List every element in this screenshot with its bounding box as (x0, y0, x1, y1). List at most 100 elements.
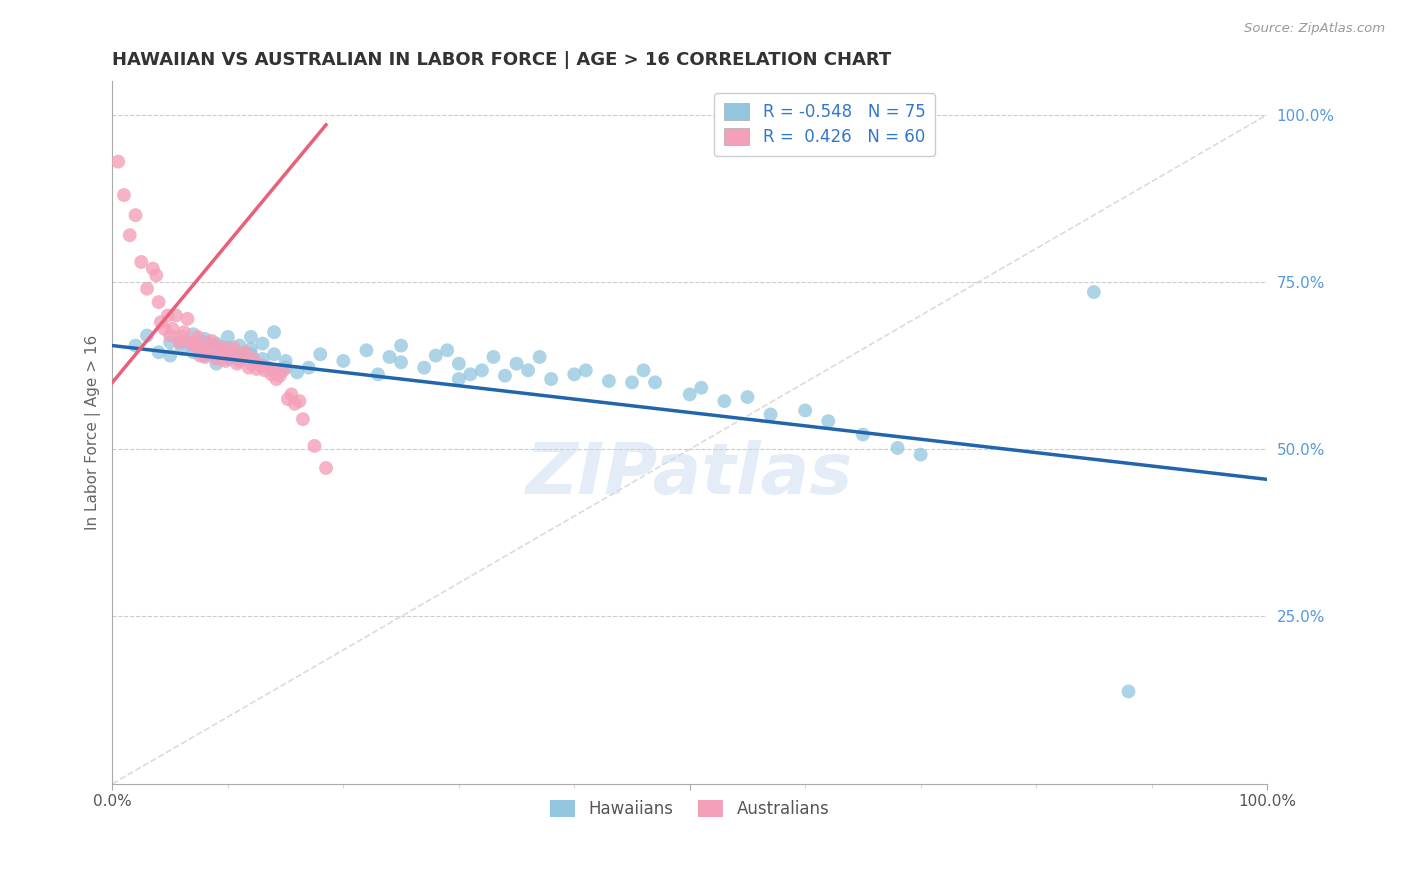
Point (910, 448, 932, 462)
Point (231, 349, 253, 363)
Point (136, 282, 159, 296)
Point (214, 354, 236, 368)
Point (205, 351, 228, 366)
Point (170, 330, 193, 344)
Point (263, 325, 285, 339)
Point (205, 336, 228, 351)
Point (184, 338, 207, 352)
Point (257, 360, 280, 375)
Point (304, 439, 326, 453)
Point (145, 268, 167, 283)
Point (228, 351, 250, 366)
Point (263, 363, 285, 377)
Point (228, 338, 250, 352)
Point (246, 362, 269, 376)
Point (505, 357, 527, 371)
Point (252, 351, 274, 366)
Point (471, 363, 494, 377)
Point (233, 345, 256, 359)
Point (181, 345, 204, 359)
Point (315, 461, 337, 475)
Point (562, 368, 585, 382)
Point (194, 335, 217, 350)
Text: HAWAIIAN VS AUSTRALIAN IN LABOR FORCE | AGE > 16 CORRELATION CHART: HAWAIIAN VS AUSTRALIAN IN LABOR FORCE | … (112, 51, 891, 69)
Point (205, 350, 228, 364)
Point (136, 328, 159, 343)
Point (852, 427, 875, 442)
Point (298, 360, 321, 375)
Point (389, 338, 412, 352)
Point (170, 342, 193, 356)
Point (679, 387, 702, 401)
Point (540, 372, 562, 386)
Point (187, 330, 209, 344)
Point (266, 372, 288, 386)
Point (188, 349, 211, 363)
Point (598, 374, 620, 388)
Point (219, 345, 242, 359)
Point (288, 394, 311, 409)
Point (1118, 684, 1140, 698)
Point (690, 381, 713, 395)
Point (208, 349, 231, 363)
Point (228, 354, 250, 368)
Point (482, 350, 505, 364)
Point (285, 365, 308, 379)
Point (252, 359, 274, 373)
Point (274, 354, 297, 368)
Point (201, 334, 224, 348)
Point (129, 255, 152, 269)
Point (226, 357, 249, 371)
Point (436, 343, 458, 358)
Point (447, 372, 470, 386)
Point (149, 315, 172, 329)
Point (529, 350, 551, 364)
Point (180, 336, 202, 351)
Point (249, 359, 271, 373)
Point (413, 360, 436, 375)
Point (170, 335, 193, 350)
Point (332, 354, 354, 368)
Point (194, 349, 217, 363)
Point (260, 368, 283, 382)
Point (222, 341, 245, 355)
Point (253, 363, 276, 377)
Point (517, 363, 540, 377)
Point (886, 441, 908, 455)
Point (817, 414, 839, 428)
Point (263, 347, 285, 361)
Point (156, 309, 179, 323)
Point (277, 392, 299, 406)
Point (575, 363, 598, 377)
Point (271, 363, 294, 377)
Point (367, 368, 389, 382)
Point (181, 335, 204, 350)
Point (274, 360, 297, 375)
Point (212, 341, 235, 355)
Point (644, 376, 666, 390)
Point (205, 338, 228, 352)
Point (425, 349, 447, 363)
Point (159, 328, 181, 343)
Point (191, 343, 214, 358)
Point (195, 345, 218, 359)
Point (239, 342, 262, 356)
Point (124, 208, 146, 222)
Point (181, 338, 204, 352)
Point (107, 154, 129, 169)
Legend: Hawaiians, Australians: Hawaiians, Australians (543, 793, 837, 824)
Point (759, 408, 782, 422)
Point (447, 357, 470, 371)
Point (165, 309, 187, 323)
Point (124, 338, 146, 352)
Point (389, 355, 412, 369)
Point (378, 350, 401, 364)
Point (794, 403, 817, 417)
Point (239, 330, 262, 344)
Point (356, 343, 378, 358)
Point (217, 341, 239, 355)
Point (159, 349, 181, 363)
Point (238, 360, 260, 375)
Point (217, 347, 239, 361)
Point (118, 228, 141, 243)
